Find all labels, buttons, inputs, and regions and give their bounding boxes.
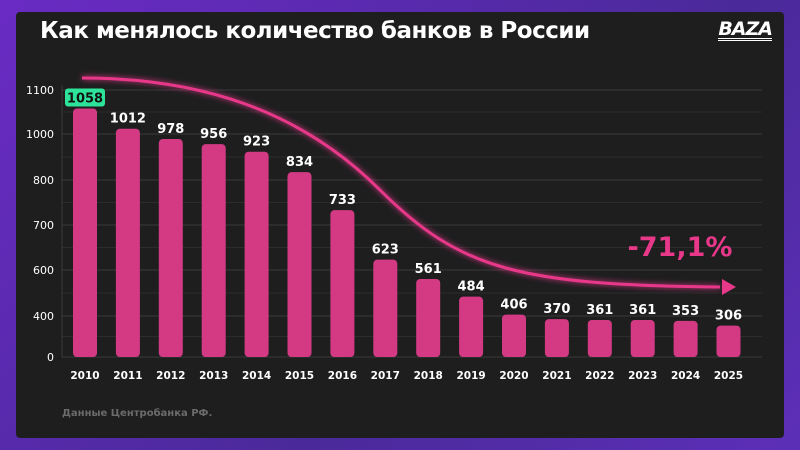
bar: [158, 139, 183, 357]
bar: [287, 172, 312, 357]
bar: [373, 259, 398, 357]
chart-title: Как менялось количество банков в России: [40, 18, 590, 44]
bar-value-label: 406: [500, 298, 527, 313]
y-tick-label: 600: [33, 264, 54, 277]
bar: [115, 128, 140, 357]
bar-value-label: 561: [415, 262, 442, 277]
bar: [244, 151, 269, 357]
bar: [330, 210, 355, 357]
bar: [673, 320, 698, 357]
bar-value-label: 834: [286, 155, 313, 170]
bar-value-label: 361: [629, 303, 656, 318]
x-tick-label: 2022: [585, 370, 614, 382]
bar-value-label: 353: [672, 304, 699, 319]
x-tick-label: 2018: [414, 370, 443, 382]
y-tick-label: 1000: [26, 128, 54, 141]
trend-curve: [81, 76, 721, 289]
bar: [630, 319, 655, 357]
bar: [502, 314, 526, 357]
bar-value-label: 733: [329, 193, 356, 208]
y-tick-label: 1100: [26, 84, 54, 97]
y-tick-label: 0: [47, 351, 54, 364]
x-tick-label: 2014: [242, 370, 271, 382]
bar: [716, 325, 741, 357]
x-tick-label: 2012: [156, 370, 185, 382]
x-tick-label: 2015: [285, 370, 314, 382]
source-note: Данные Центробанка РФ.: [62, 408, 213, 419]
bar: [459, 296, 484, 357]
trend-arrowhead: [722, 279, 736, 295]
baza-logo: BAZA: [718, 18, 773, 41]
x-tick-label: 2024: [671, 370, 700, 382]
bar: [544, 319, 569, 357]
bar: [201, 144, 226, 357]
bar: [416, 278, 441, 357]
x-tick-label: 2019: [456, 370, 485, 382]
x-tick-label: 2010: [70, 370, 99, 382]
x-tick-label: 2017: [371, 370, 400, 382]
bar-value-label: 923: [243, 135, 270, 150]
bar-value-label: 306: [715, 309, 742, 324]
change-annotation: -71,1%: [628, 232, 733, 263]
bar-value-label: 370: [543, 302, 570, 317]
bar-value-label: 1058: [67, 91, 103, 106]
bar: [73, 108, 97, 357]
x-tick-label: 2016: [328, 370, 357, 382]
y-tick-label: 700: [33, 219, 54, 232]
bar-value-label: 484: [458, 280, 485, 295]
bar-value-label: 978: [157, 122, 184, 137]
bar-value-label: 361: [586, 303, 613, 318]
x-tick-label: 2023: [628, 370, 657, 382]
bar-value-label: 1012: [110, 112, 146, 127]
bar-value-label: 956: [200, 127, 227, 142]
y-tick-label: 400: [33, 310, 54, 323]
y-tick-label: 800: [33, 174, 54, 187]
x-tick-label: 2025: [714, 370, 743, 382]
x-tick-label: 2020: [499, 370, 528, 382]
bar: [587, 319, 612, 357]
highlight-badge: [65, 88, 105, 107]
x-tick-label: 2021: [542, 370, 571, 382]
bar-value-label: 623: [372, 243, 399, 258]
x-tick-label: 2013: [199, 370, 228, 382]
x-tick-label: 2011: [113, 370, 142, 382]
